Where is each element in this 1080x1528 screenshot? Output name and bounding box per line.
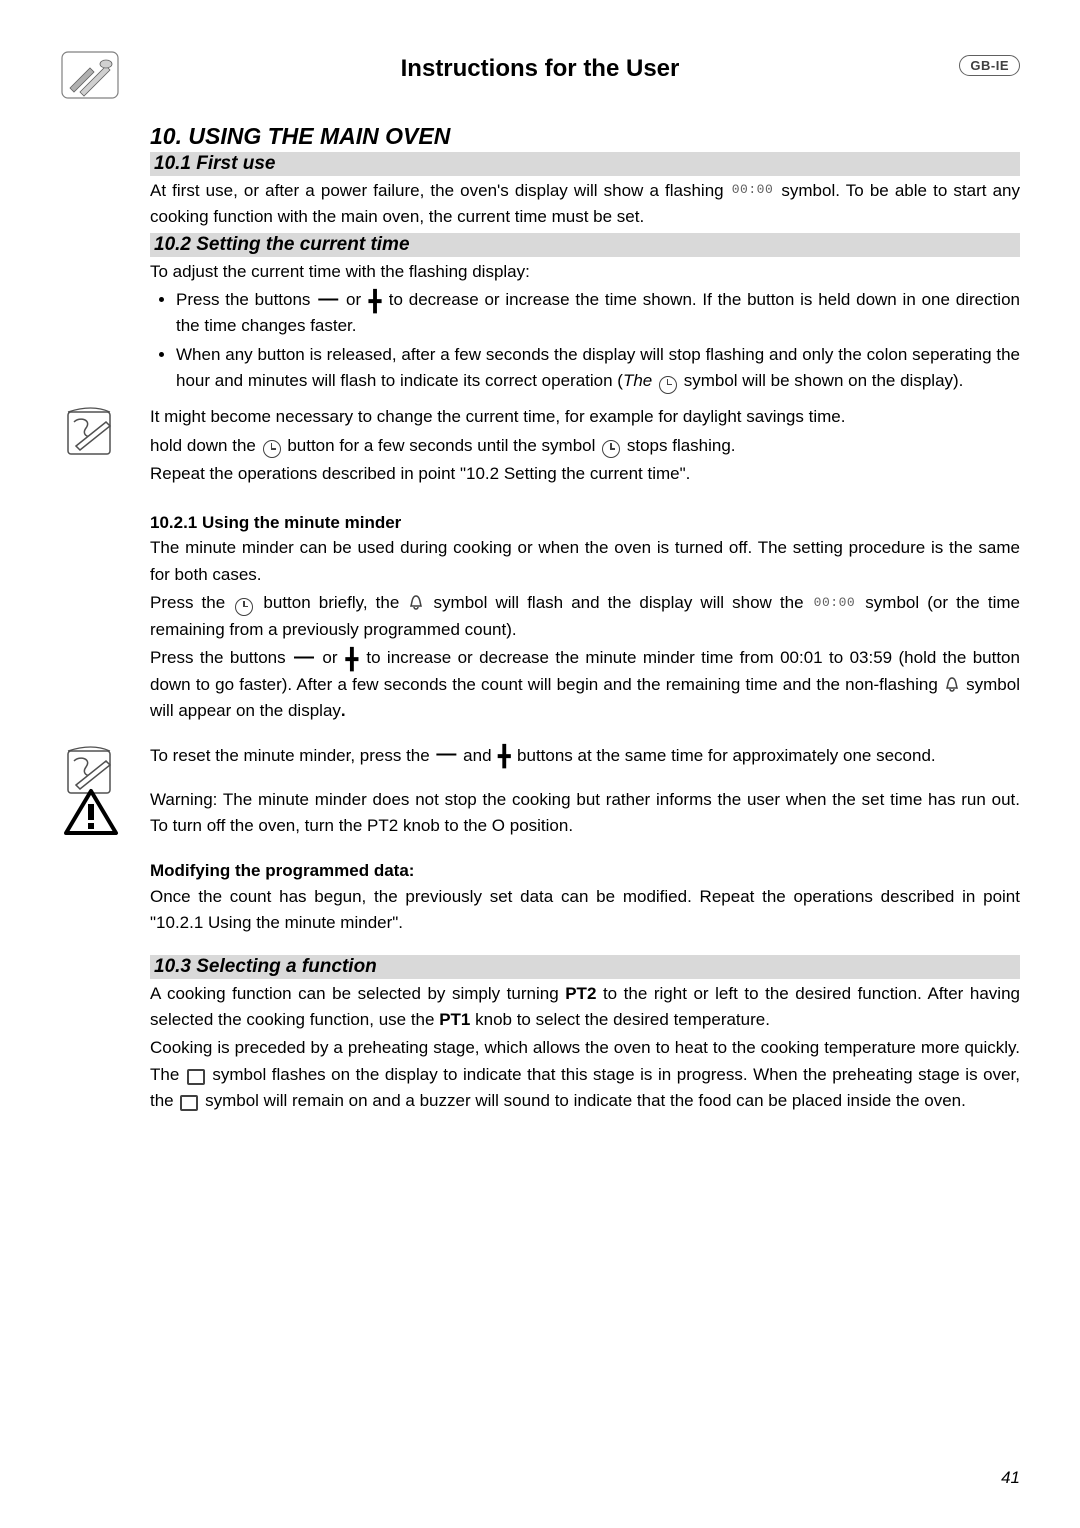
- text: symbol will be shown on the display).: [684, 371, 964, 390]
- section-10-2-1-title: 10.2.1 Using the minute minder: [150, 513, 1020, 533]
- text: or: [346, 290, 367, 309]
- clock-icon: [659, 376, 677, 394]
- subheading: Modifying the programmed data:: [150, 861, 414, 880]
- list-item: When any button is released, after a few…: [176, 342, 1020, 395]
- text: Press the: [150, 593, 233, 612]
- preheat-icon: [180, 1095, 198, 1111]
- text: The: [623, 371, 657, 390]
- paragraph: Press the button briefly, the symbol wil…: [150, 590, 1020, 643]
- paragraph: To adjust the current time with the flas…: [150, 259, 1020, 285]
- section-10-title: 10. USING THE MAIN OVEN: [150, 123, 1020, 150]
- page-header: Instructions for the User GB-IE: [60, 55, 1020, 83]
- note-block: It might become necessary to change the …: [150, 404, 1020, 487]
- bullet-list: Press the buttons — or ╋ to decrease or …: [150, 287, 1020, 394]
- text: button briefly, the: [263, 593, 407, 612]
- paragraph: Modifying the programmed data: Once the …: [150, 858, 1020, 937]
- bell-icon: [945, 674, 959, 700]
- paragraph: Press the buttons — or ╋ to increase or …: [150, 645, 1020, 724]
- clock-icon: [602, 440, 620, 458]
- paragraph: At first use, or after a power failure, …: [150, 178, 1020, 231]
- text: stops flashing.: [627, 436, 736, 455]
- section-10-2-title: 10.2 Setting the current time: [150, 233, 1020, 257]
- warning-block: Warning: The minute minder does not stop…: [150, 787, 1020, 840]
- text: To reset the minute minder, press the: [150, 746, 434, 765]
- paragraph: Repeat the operations described in point…: [150, 461, 1020, 487]
- text: button for a few seconds until the symbo…: [287, 436, 600, 455]
- tools-icon: [60, 50, 120, 105]
- text: knob to select the desired temperature.: [470, 1010, 770, 1029]
- text: buttons at the same time for approximate…: [517, 746, 936, 765]
- list-item: Press the buttons — or ╋ to decrease or …: [176, 287, 1020, 340]
- paragraph: Warning: The minute minder does not stop…: [150, 787, 1020, 840]
- text: At first use, or after a power failure, …: [150, 181, 730, 200]
- page-title: Instructions for the User: [401, 55, 680, 83]
- display-zero-icon: 00:00: [814, 593, 856, 613]
- section-10-1-title: 10.1 First use: [150, 152, 1020, 176]
- text: symbol will remain on and a buzzer will …: [205, 1091, 966, 1110]
- bell-icon: [409, 592, 423, 618]
- text: Once the count has begun, the previously…: [150, 887, 1020, 932]
- note-block: To reset the minute minder, press the — …: [150, 743, 1020, 769]
- locale-badge: GB-IE: [959, 55, 1020, 76]
- text: Press the buttons: [150, 648, 292, 667]
- text: symbol will flash and the display will s…: [434, 593, 812, 612]
- section-10-3-title: 10.3 Selecting a function: [150, 955, 1020, 979]
- clock-icon: [263, 440, 281, 458]
- text: PT2: [565, 984, 596, 1003]
- paragraph: To reset the minute minder, press the — …: [150, 743, 1020, 769]
- paragraph: Cooking is preceded by a preheating stag…: [150, 1035, 1020, 1114]
- paragraph: It might become necessary to change the …: [150, 404, 1020, 430]
- content-area: 10. USING THE MAIN OVEN 10.1 First use A…: [150, 123, 1020, 1114]
- text: A cooking function can be selected by si…: [150, 984, 565, 1003]
- display-zero-icon: 00:00: [732, 180, 774, 200]
- text: Press the buttons: [176, 290, 316, 309]
- clock-icon: [235, 598, 253, 616]
- warning-icon: [62, 787, 120, 844]
- text: and: [463, 746, 496, 765]
- text: or: [322, 648, 344, 667]
- paragraph: hold down the button for a few seconds u…: [150, 433, 1020, 459]
- page-number: 41: [1001, 1468, 1020, 1488]
- paragraph: A cooking function can be selected by si…: [150, 981, 1020, 1034]
- text: hold down the: [150, 436, 261, 455]
- paragraph: The minute minder can be used during coo…: [150, 535, 1020, 588]
- note-icon: [62, 404, 122, 464]
- preheat-icon: [187, 1069, 205, 1085]
- text: PT1: [439, 1010, 470, 1029]
